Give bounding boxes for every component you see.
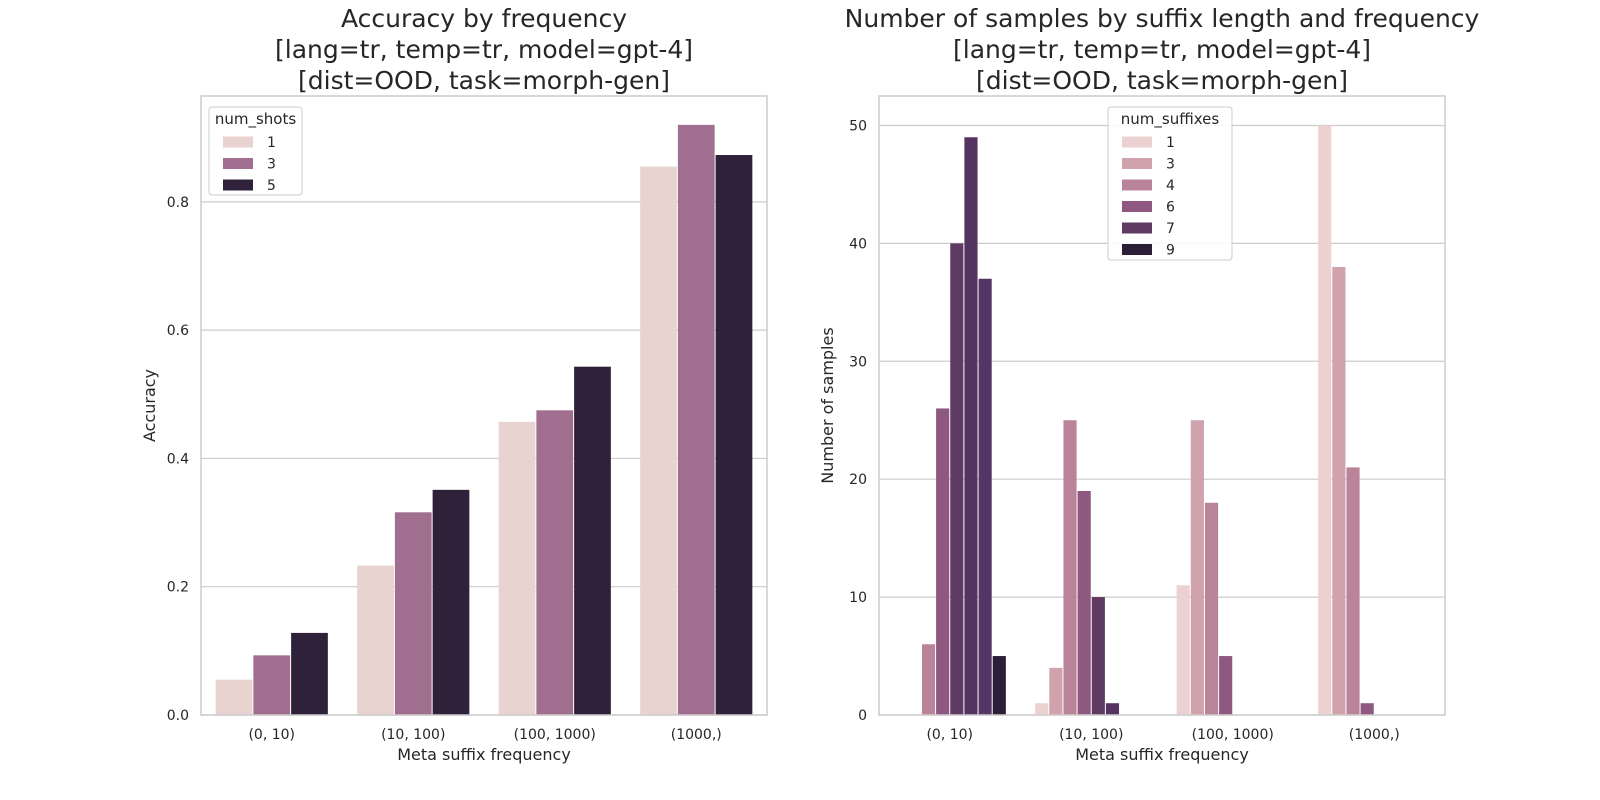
bar [677, 124, 715, 715]
bar [921, 644, 936, 715]
y-tick-label: 40 [849, 236, 867, 252]
legend-label: 4 [1166, 178, 1175, 194]
y-axis-label: Number of samples [818, 327, 837, 483]
legend-swatch [223, 179, 253, 191]
legend-label: 9 [1166, 243, 1175, 259]
x-tick-label: (1000,) [671, 727, 722, 743]
bar [215, 679, 253, 715]
bar [1360, 703, 1374, 715]
y-tick-label: 30 [849, 354, 867, 370]
y-tick-label: 0.0 [167, 708, 189, 724]
bar [1035, 703, 1049, 715]
chart-2: 0 10 20 30 40 50 (0, 10) (10, 100) (100, 1000) (1… [818, 4, 1480, 764]
chart-title: Number of samples by suffix length and f… [845, 4, 1480, 33]
bar [1063, 420, 1077, 715]
chart-1: 0.0 0.2 0.4 0.6 0.8 (0, 10) (10, 100) (100, 100… [140, 4, 768, 764]
bar [1190, 420, 1204, 715]
legend-swatch [223, 158, 253, 169]
bar [1176, 585, 1190, 715]
legend: num_shots 1 3 5 [208, 106, 303, 196]
y-tick-label: 10 [849, 590, 867, 606]
legend-swatch [223, 136, 253, 148]
x-tick-label: (10, 100) [381, 727, 445, 743]
bar [978, 278, 992, 715]
bar [394, 512, 432, 715]
bar [1332, 266, 1346, 715]
legend-box [208, 106, 303, 196]
plot-frame [200, 95, 768, 716]
bar [1049, 667, 1063, 715]
bar [357, 565, 394, 715]
bar [1318, 125, 1332, 715]
bar [992, 656, 1006, 715]
bar [1346, 467, 1360, 715]
bar [432, 489, 470, 715]
bar [936, 408, 950, 715]
legend-swatch [1122, 201, 1152, 212]
y-axis-label: Accuracy [140, 369, 159, 442]
legend-title: num_suffixes [1121, 110, 1220, 129]
x-tick-label: (1000,) [1349, 727, 1400, 743]
bar [964, 137, 978, 715]
x-axis-label: Meta suffix frequency [1075, 745, 1249, 764]
legend-label: 5 [267, 178, 276, 194]
bar [1219, 656, 1233, 715]
x-tick-label: (0, 10) [926, 727, 973, 743]
bar [950, 243, 964, 715]
bar [1204, 502, 1219, 715]
bar [253, 655, 291, 715]
legend-label: 1 [267, 135, 276, 151]
chart-title: [lang=tr, temp=tr, model=gpt-4] [275, 35, 693, 64]
y-tick-label: 0.2 [167, 580, 189, 596]
bar [574, 366, 611, 715]
y-tick-label: 0.6 [167, 323, 189, 339]
legend-swatch [1122, 136, 1152, 148]
legend-title: num_shots [215, 110, 297, 129]
bar [536, 410, 574, 715]
legend-swatch [1122, 244, 1152, 255]
bar [1105, 703, 1120, 715]
bar [291, 632, 328, 715]
x-axis-label: Meta suffix frequency [397, 745, 571, 764]
bar [498, 421, 536, 715]
y-tick-label: 50 [849, 118, 867, 134]
bar [640, 166, 677, 716]
legend-label: 1 [1166, 135, 1175, 151]
x-tick-label: (100, 1000) [514, 727, 596, 743]
y-tick-label: 20 [849, 472, 867, 488]
bar [715, 155, 753, 715]
bar [1091, 597, 1105, 715]
legend-swatch [1122, 222, 1152, 234]
chart-title: [dist=OOD, task=morph-gen] [298, 66, 670, 95]
chart-title: [dist=OOD, task=morph-gen] [976, 66, 1348, 95]
x-tick-label: (0, 10) [248, 727, 295, 743]
x-tick-label: (10, 100) [1059, 727, 1123, 743]
plot-frame [878, 95, 1446, 716]
legend-swatch [1122, 179, 1152, 191]
x-tick-label: (100, 1000) [1192, 727, 1274, 743]
legend-label: 6 [1166, 200, 1175, 216]
legend: num_suffixes 1 3 4 6 7 9 [1107, 106, 1233, 261]
y-tick-label: 0.8 [167, 195, 189, 211]
chart-title: [lang=tr, temp=tr, model=gpt-4] [953, 35, 1371, 64]
y-tick-label: 0 [858, 708, 867, 724]
y-tick-label: 0.4 [167, 451, 189, 467]
chart-title: Accuracy by frequency [341, 4, 627, 33]
legend-label: 3 [267, 157, 276, 173]
legend-label: 7 [1166, 221, 1175, 237]
legend-swatch [1122, 158, 1152, 169]
bar [1077, 490, 1091, 715]
legend-label: 3 [1166, 157, 1175, 173]
